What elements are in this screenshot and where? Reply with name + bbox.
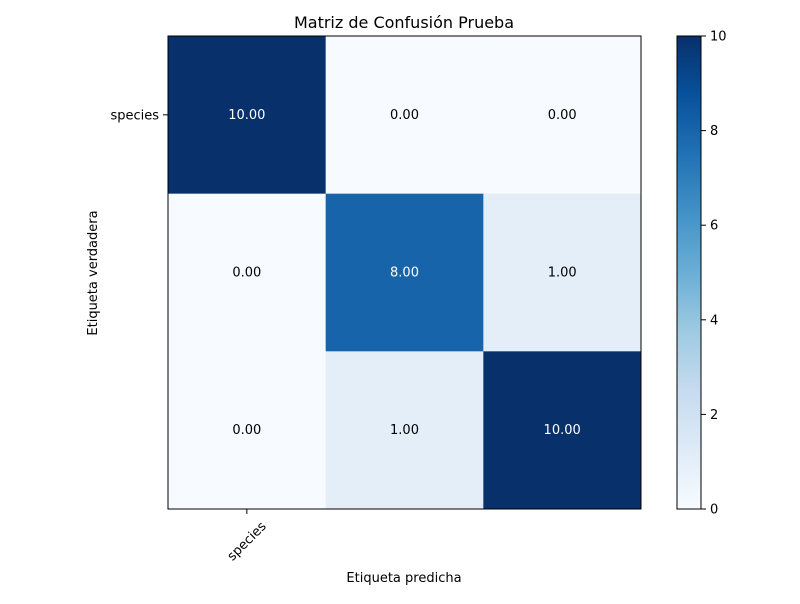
heatmap-cells (168, 36, 642, 510)
cell-value-labels: 10.00 0.00 0.00 0.00 8.00 1.00 0.00 1.00 10.00 (228, 108, 581, 438)
x-tick-label: species (225, 519, 270, 564)
cell-value-label: 0.00 (232, 423, 261, 438)
colorbar-tick-label: 10 (710, 30, 727, 45)
cell-value-label: 0.00 (390, 108, 419, 123)
heatmap-cell (325, 36, 484, 195)
cell-value-label: 8.00 (390, 266, 419, 281)
y-tick-label: species (110, 108, 159, 123)
cell-value-label: 1.00 (390, 423, 419, 438)
colorbar-tick-label: 4 (710, 313, 718, 328)
cell-value-label: 0.00 (232, 266, 261, 281)
colorbar-tick-label: 2 (710, 408, 718, 423)
heatmap-cell (483, 351, 642, 510)
colorbar-tick-label: 8 (710, 124, 718, 139)
colorbar (676, 35, 702, 510)
chart-title: Matriz de Confusión Prueba (294, 13, 514, 32)
heatmap-cell (325, 351, 484, 510)
x-axis-ticks: species (225, 509, 270, 564)
plot-frame (167, 35, 642, 510)
heatmap-cell (483, 193, 642, 352)
colorbar-tick-label: 0 (710, 503, 718, 518)
cell-value-label: 10.00 (228, 108, 265, 123)
x-axis-label: Etiqueta predicha (346, 571, 461, 586)
cell-value-label: 1.00 (548, 266, 577, 281)
y-axis-ticks: species (110, 108, 168, 123)
colorbar-ticks: 0 2 4 6 8 10 (701, 30, 727, 518)
heatmap-cell (168, 193, 327, 352)
heatmap-cell (168, 36, 327, 195)
heatmap-cell (168, 351, 327, 510)
y-axis-label: Etiqueta verdadera (86, 210, 101, 335)
heatmap-cell (325, 193, 484, 352)
cell-value-label: 0.00 (548, 108, 577, 123)
colorbar-tick-label: 6 (710, 219, 718, 234)
cell-value-label: 10.00 (544, 423, 581, 438)
heatmap-cell (483, 36, 642, 195)
